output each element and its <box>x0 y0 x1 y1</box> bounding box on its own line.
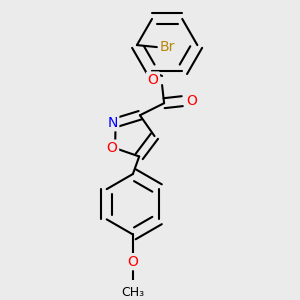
Text: N: N <box>107 116 118 130</box>
Text: Br: Br <box>159 40 175 54</box>
Text: CH₃: CH₃ <box>121 286 144 299</box>
Text: O: O <box>128 255 138 269</box>
Text: O: O <box>107 141 118 155</box>
Text: O: O <box>186 94 197 108</box>
Text: O: O <box>148 73 158 87</box>
